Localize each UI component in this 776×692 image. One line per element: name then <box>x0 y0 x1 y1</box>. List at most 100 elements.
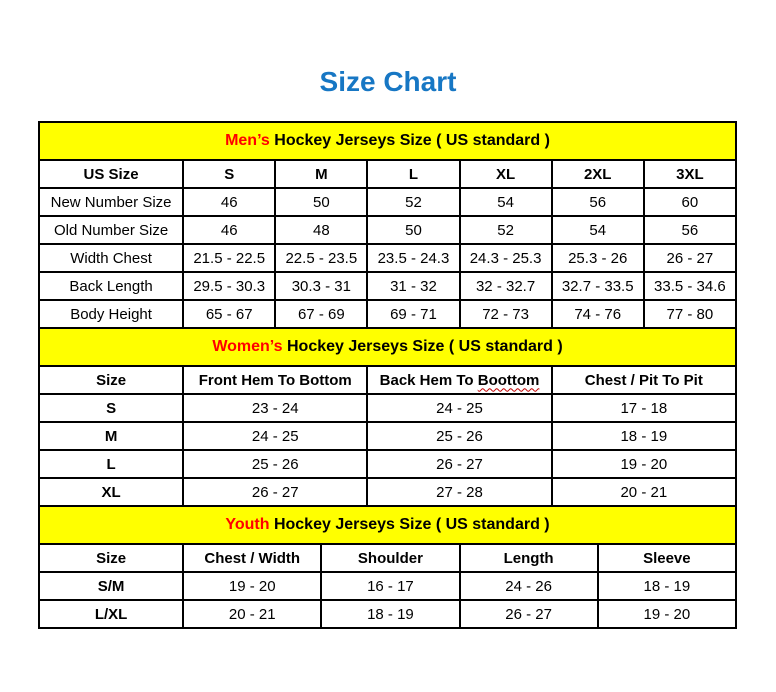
row-label: Old Number Size <box>37 215 185 245</box>
data-cell: 24 - 26 <box>458 571 599 601</box>
womens-row-s: S 23 - 24 24 - 25 17 - 18 <box>37 393 738 423</box>
data-cell: 67 - 69 <box>274 299 369 329</box>
data-cell: 16 - 17 <box>320 571 461 601</box>
womens-row-xl: XL 26 - 27 27 - 28 20 - 21 <box>37 477 738 507</box>
back-hem-misspelled-word: Boottom <box>477 371 540 389</box>
youth-header-row: Size Chest / Width Shoulder Length Sleev… <box>37 543 738 573</box>
data-cell: 31 - 32 <box>366 271 461 301</box>
data-cell: 27 - 28 <box>366 477 553 507</box>
data-cell: 54 <box>458 187 553 217</box>
data-cell: 32.7 - 33.5 <box>550 271 645 301</box>
data-cell: 21.5 - 22.5 <box>182 243 277 273</box>
data-cell: 24.3 - 25.3 <box>458 243 553 273</box>
mens-section-title: Men’s Hockey Jerseys Size ( US standard … <box>38 121 737 161</box>
youth-keyword: Youth <box>225 516 270 533</box>
womens-section-band-row: Women’s Hockey Jerseys Size ( US standar… <box>38 327 737 367</box>
data-cell: 74 - 76 <box>550 299 645 329</box>
data-cell: 65 - 67 <box>182 299 277 329</box>
data-cell: 30.3 - 31 <box>274 271 369 301</box>
mens-row-old-number: Old Number Size 46 48 50 52 54 56 <box>37 215 738 245</box>
mens-header-row: US Size S M L XL 2XL 3XL <box>37 159 738 189</box>
data-cell: 19 - 20 <box>550 449 738 479</box>
womens-title-rest: Hockey Jerseys Size ( US standard ) <box>282 338 563 355</box>
mens-col-xl: XL <box>458 159 553 189</box>
youth-col-sleeve: Sleeve <box>596 543 738 573</box>
womens-col-chest-pit: Chest / Pit To Pit <box>550 365 738 395</box>
youth-row-sm: S/M 19 - 20 16 - 17 24 - 26 18 - 19 <box>37 571 738 601</box>
data-cell: 54 <box>550 215 645 245</box>
mens-col-m: M <box>274 159 369 189</box>
data-cell: 23 - 24 <box>182 393 369 423</box>
data-cell: 77 - 80 <box>642 299 738 329</box>
data-cell: 46 <box>182 187 277 217</box>
data-cell: 24 - 25 <box>182 421 369 451</box>
data-cell: 33.5 - 34.6 <box>642 271 738 301</box>
data-cell: 18 - 19 <box>596 571 738 601</box>
row-label: Body Height <box>37 299 185 329</box>
data-cell: 18 - 19 <box>550 421 738 451</box>
data-cell: 24 - 25 <box>366 393 553 423</box>
womens-row-m: M 24 - 25 25 - 26 18 - 19 <box>37 421 738 451</box>
data-cell: 25 - 26 <box>182 449 369 479</box>
mens-title-rest: Hockey Jerseys Size ( US standard ) <box>269 132 550 149</box>
row-label: Width Chest <box>37 243 185 273</box>
womens-col-front-hem: Front Hem To Bottom <box>182 365 369 395</box>
youth-col-chest-width: Chest / Width <box>182 543 323 573</box>
youth-col-shoulder: Shoulder <box>320 543 461 573</box>
data-cell: 56 <box>642 215 738 245</box>
data-cell: 25.3 - 26 <box>550 243 645 273</box>
womens-keyword: Women’s <box>212 338 283 355</box>
mens-keyword: Men’s <box>225 132 270 149</box>
youth-title-rest: Hockey Jerseys Size ( US standard ) <box>269 516 550 533</box>
data-cell: 72 - 73 <box>458 299 553 329</box>
data-cell: 19 - 20 <box>182 571 323 601</box>
mens-col-3xl: 3XL <box>642 159 738 189</box>
mens-section-band-row: Men’s Hockey Jerseys Size ( US standard … <box>38 121 737 161</box>
data-cell: 46 <box>182 215 277 245</box>
data-cell: 23.5 - 24.3 <box>366 243 461 273</box>
size-label: XL <box>37 477 185 507</box>
size-label: S/M <box>37 571 185 601</box>
womens-header-row: Size Front Hem To Bottom Back Hem To Boo… <box>37 365 738 395</box>
data-cell: 22.5 - 23.5 <box>274 243 369 273</box>
data-cell: 20 - 21 <box>182 599 323 629</box>
mens-col-2xl: 2XL <box>550 159 645 189</box>
youth-col-size: Size <box>37 543 185 573</box>
data-cell: 52 <box>458 215 553 245</box>
womens-col-back-hem: Back Hem To Boottom <box>366 365 553 395</box>
data-cell: 20 - 21 <box>550 477 738 507</box>
mens-col-us-size: US Size <box>37 159 185 189</box>
womens-section-title: Women’s Hockey Jerseys Size ( US standar… <box>38 327 737 367</box>
youth-row-lxl: L/XL 20 - 21 18 - 19 26 - 27 19 - 20 <box>37 599 738 629</box>
mens-row-body-height: Body Height 65 - 67 67 - 69 69 - 71 72 -… <box>37 299 738 329</box>
size-label: L/XL <box>37 599 185 629</box>
mens-row-back-length: Back Length 29.5 - 30.3 30.3 - 31 31 - 3… <box>37 271 738 301</box>
mens-row-new-number: New Number Size 46 50 52 54 56 60 <box>37 187 738 217</box>
size-label: L <box>37 449 185 479</box>
youth-section-band-row: Youth Hockey Jerseys Size ( US standard … <box>38 505 737 545</box>
page-title: Size Chart <box>319 66 457 97</box>
data-cell: 50 <box>274 187 369 217</box>
youth-col-length: Length <box>458 543 599 573</box>
data-cell: 26 - 27 <box>366 449 553 479</box>
data-cell: 60 <box>642 187 738 217</box>
data-cell: 25 - 26 <box>366 421 553 451</box>
row-label: Back Length <box>37 271 185 301</box>
data-cell: 48 <box>274 215 369 245</box>
womens-col-size: Size <box>37 365 185 395</box>
size-chart-table: Men’s Hockey Jerseys Size ( US standard … <box>37 121 738 629</box>
data-cell: 50 <box>366 215 461 245</box>
data-cell: 26 - 27 <box>642 243 738 273</box>
mens-col-l: L <box>366 159 461 189</box>
womens-row-l: L 25 - 26 26 - 27 19 - 20 <box>37 449 738 479</box>
data-cell: 17 - 18 <box>550 393 738 423</box>
mens-row-width-chest: Width Chest 21.5 - 22.5 22.5 - 23.5 23.5… <box>37 243 738 273</box>
data-cell: 26 - 27 <box>458 599 599 629</box>
data-cell: 69 - 71 <box>366 299 461 329</box>
size-label: S <box>37 393 185 423</box>
data-cell: 26 - 27 <box>182 477 369 507</box>
data-cell: 56 <box>550 187 645 217</box>
data-cell: 29.5 - 30.3 <box>182 271 277 301</box>
row-label: New Number Size <box>37 187 185 217</box>
